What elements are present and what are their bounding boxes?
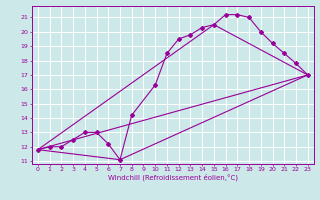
X-axis label: Windchill (Refroidissement éolien,°C): Windchill (Refroidissement éolien,°C) (108, 174, 238, 181)
